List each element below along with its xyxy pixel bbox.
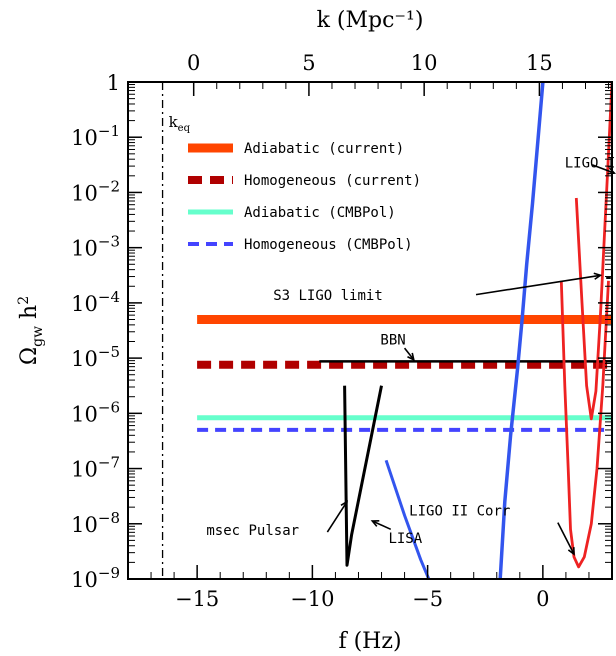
plot-area [161, 82, 612, 579]
x-tick-label: −15 [175, 587, 219, 611]
annotation-ligo-ii-corr: LIGO II Corr [409, 503, 510, 519]
y-tick-label: 10−1 [71, 122, 120, 150]
x-axis-title: f (Hz) [338, 629, 401, 654]
y-tick-base: 10 [71, 126, 98, 150]
k-eq-label: keq [169, 113, 191, 134]
legend-label: Adiabatic (current) [244, 141, 404, 157]
series-ligo-i-corr [574, 82, 612, 421]
y-tick-exponent: −9 [98, 564, 120, 582]
annotation-ligo-i-corr: LIGO I Corr [565, 156, 616, 172]
x-tick-label: −5 [412, 587, 443, 611]
y-tick-label: 10−6 [71, 398, 120, 426]
x2-tick-label: 10 [411, 51, 438, 75]
x2-tick-label: 5 [302, 51, 315, 75]
y-tick-label: 1 [107, 71, 120, 95]
annotation-lisa-arrow-head [370, 520, 380, 527]
y-title-subscript: gw [30, 326, 46, 347]
y-tick-label: 10−9 [71, 564, 120, 592]
x-tick-label: −10 [290, 587, 334, 611]
y-axis-title: Ωgw h2 [16, 296, 46, 365]
annotation-ligo-i-corr-arrow-line [592, 164, 615, 174]
x-tick-label: 0 [536, 587, 549, 611]
y-tick-exponent: −2 [98, 177, 120, 195]
series-ligo-ii-corr [559, 280, 610, 569]
annotation-msec-pulsar-arrow-head [340, 500, 348, 509]
series-msec-pulsar [343, 385, 383, 567]
y-tick-exponent: −6 [98, 398, 120, 416]
annotation-msec-pulsar: msec Pulsar [206, 523, 299, 539]
y-title-omega: Ω [17, 347, 42, 365]
y-tick-base: 10 [71, 458, 98, 482]
y-tick-exponent: −3 [98, 233, 120, 251]
y-tick-label: 10−4 [71, 288, 120, 316]
y-tick-label: 10−7 [71, 454, 120, 482]
x2-tick-label: 0 [187, 51, 200, 75]
series-lisa [384, 459, 431, 579]
y-tick-base: 10 [71, 402, 98, 426]
y-tick-label: 10−5 [71, 343, 120, 371]
y-tick-base: 10 [71, 292, 98, 316]
y-tick-label: 10−3 [71, 233, 120, 261]
annotation-bbn: BBN [380, 332, 405, 348]
y-tick-base: 10 [71, 568, 98, 592]
annotation-ligo-ii-corr-arrow-head [567, 547, 575, 556]
y-tick-label: 10−8 [71, 509, 120, 537]
y-tick-label: 10−2 [71, 177, 120, 205]
annotation-s3-ligo-limit-arrow-head [593, 272, 603, 280]
annotation-lisa: LISA [388, 531, 422, 547]
series-ligo [498, 82, 545, 579]
legend-label: Homogeneous (CMBPol) [244, 237, 413, 253]
x2-tick-label: 15 [526, 51, 553, 75]
y-tick-exponent: −5 [98, 343, 120, 361]
x2-axis-title: k (Mpc⁻¹) [317, 8, 424, 33]
y-tick-base: 10 [71, 347, 98, 371]
annotation-bbn-arrow-line [403, 347, 415, 361]
annotation-msec-pulsar-arrow-line [326, 501, 348, 533]
y-tick-exponent: −7 [98, 454, 120, 472]
y-tick-base: 10 [71, 181, 98, 205]
k-eq-subscript: eq [178, 123, 191, 134]
annotation-s3-ligo-limit: S3 LIGO limit [273, 288, 383, 304]
annotation-ligo-ii-corr-arrow-line [557, 522, 575, 555]
plot-frame [127, 81, 613, 580]
y-tick-base: 10 [71, 237, 98, 261]
axes: keq110−110−210−310−410−510−610−710−810−9… [16, 8, 616, 654]
annotation-s3-ligo-limit-arrow-line [475, 274, 601, 296]
legend-label: Adiabatic (CMBPol) [244, 205, 396, 221]
y-tick-exponent: −8 [98, 509, 120, 527]
y-title-superscript: 2 [16, 296, 32, 305]
annotation-lisa-arrow-line [371, 520, 392, 531]
legend-label: Homogeneous (current) [244, 173, 421, 189]
y-tick-base: 10 [71, 513, 98, 537]
y-tick-exponent: −4 [98, 288, 120, 306]
annotation-ligo-i-corr-arrow-head [607, 167, 616, 175]
annotation-bbn-arrow-head [407, 352, 415, 362]
y-tick-exponent: −1 [98, 122, 120, 140]
y-title-h: h [17, 305, 42, 326]
